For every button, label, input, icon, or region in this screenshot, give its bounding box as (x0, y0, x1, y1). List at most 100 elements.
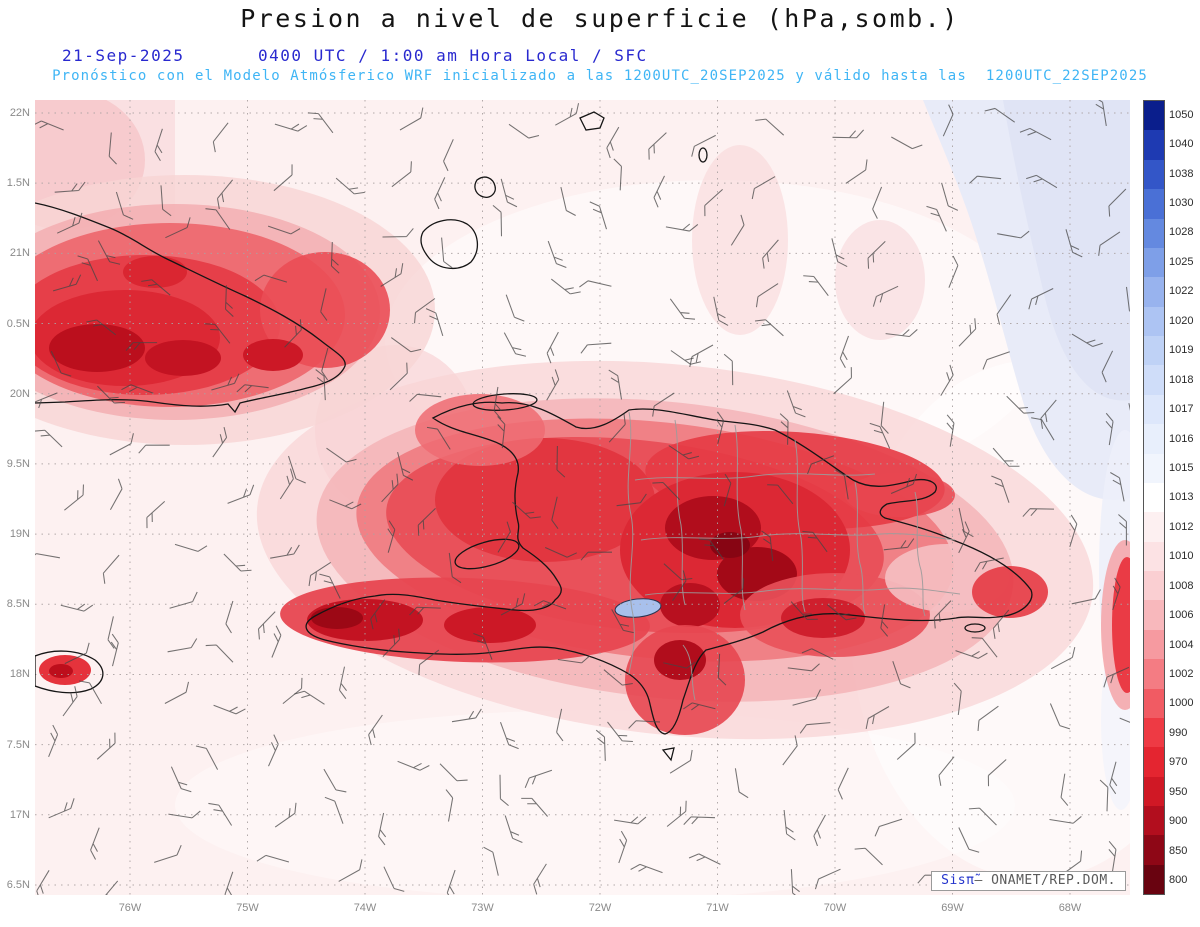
credit-org: – ONAMET/REP.DOM. (974, 873, 1116, 888)
colorbar-label: 950 (1169, 785, 1188, 798)
wind-barb-icon (268, 734, 279, 767)
colorbar-label: 1038 (1169, 167, 1194, 180)
wind-barb-icon (125, 342, 158, 351)
wind-barb-icon (216, 179, 234, 210)
wind-barb-icon (439, 763, 468, 782)
lat-tick-label: 20N (9, 387, 30, 400)
wind-barb-icon (446, 869, 456, 895)
wind-barb-icon (381, 473, 399, 503)
wind-barb-icon (107, 616, 115, 649)
wind-barb-icon (1006, 395, 1035, 414)
wind-barb-icon (869, 422, 891, 449)
lat-axis: 22N 1.5N 21N 0.5N 20N 9.5N 19N 8.5N 18N 7.5N 17N 6.… (0, 100, 33, 895)
colorbar-swatch (1144, 394, 1164, 425)
wind-barb-icon (608, 413, 626, 443)
wind-barb-icon (319, 573, 341, 599)
wind-barb-icon (115, 191, 134, 220)
wind-barb-icon (630, 863, 663, 874)
wind-barb-icon (890, 473, 918, 494)
wind-barb-icon (814, 868, 841, 890)
wind-barb-icon (987, 759, 1007, 787)
lon-tick-label: 73W (471, 902, 494, 914)
wind-barb-icon (512, 501, 541, 519)
colorbar-swatch (1144, 306, 1164, 336)
colorbar: 1050 1040 1038 1030 1028 1025 1022 1020 1019 1018… (1143, 100, 1193, 895)
lat-tick-label: 0.5N (6, 317, 30, 330)
wind-barb-icon (704, 189, 723, 217)
wind-barb-icon (1019, 127, 1052, 141)
wind-barb-icon (97, 385, 126, 404)
colorbar-label: 1010 (1169, 550, 1194, 563)
wind-barb-icon (382, 628, 401, 657)
wind-barb-icon (168, 810, 201, 819)
wind-barb-icon (560, 186, 576, 216)
wind-barb-icon (441, 237, 453, 269)
wind-barb-icon (761, 530, 774, 561)
wind-barb-icon (483, 846, 499, 876)
colorbar-swatch (1144, 101, 1164, 131)
wind-barb-icon (60, 603, 94, 612)
wind-barb-icon (1069, 514, 1078, 548)
wind-barb-icon (826, 604, 857, 621)
wind-barb-icon (896, 732, 916, 760)
wind-barb-icon (672, 570, 687, 601)
wind-barb-icon (338, 859, 363, 882)
wind-barb-icon (258, 611, 276, 640)
wind-barb-icon (716, 411, 725, 444)
wind-barb-icon (1099, 779, 1109, 812)
wind-barb-icon (109, 433, 134, 456)
colorbar-swatch (1144, 336, 1164, 366)
wind-barb-icon (1031, 417, 1055, 441)
jamaica-coastline (35, 650, 104, 694)
wind-barb-icon (958, 827, 980, 853)
wind-barb-icon (992, 447, 1020, 467)
wind-barb-icon (883, 538, 915, 551)
wind-barb-icon (874, 818, 903, 837)
colorbar-swatch (1144, 365, 1164, 395)
wind-barb-icon (974, 557, 1004, 573)
wind-barb-icon (434, 177, 446, 210)
wind-barb-icon (493, 386, 502, 420)
wind-barb-icon (473, 633, 493, 660)
province-borders (627, 411, 961, 701)
wind-barb-icon (368, 714, 383, 746)
wind-barb-icon (167, 638, 198, 653)
wind-barb-icon (762, 239, 779, 269)
lon-tick-label: 71W (706, 902, 729, 914)
wind-barb-icon (170, 766, 192, 793)
wind-barb-icon (1098, 231, 1121, 256)
wind-barb-icon (497, 521, 511, 553)
lat-tick-label: 22N (9, 107, 30, 119)
wind-barb-icon (839, 335, 849, 369)
colorbar-label: 1017 (1169, 403, 1194, 416)
wind-barb-icon (783, 809, 796, 841)
wind-barbs (35, 100, 1130, 895)
tortuga-island (472, 393, 538, 411)
wind-barb-icon (208, 802, 233, 826)
wind-barb-icon (790, 601, 818, 620)
wind-barb-icon (580, 551, 612, 561)
colorbar-swatch (1144, 688, 1164, 718)
wind-barb-icon (872, 186, 883, 219)
wind-barb-icon (556, 708, 564, 742)
wind-barb-icon (854, 847, 883, 866)
wind-barb-icon (284, 319, 302, 348)
wind-barb-icon (767, 484, 794, 505)
wind-barb-icon (267, 225, 301, 235)
wind-barb-icon (551, 496, 559, 530)
wind-barb-icon (755, 283, 779, 308)
wind-barb-icon (399, 107, 424, 131)
wind-barb-icon (160, 185, 172, 217)
wind-barb-icon (723, 473, 732, 507)
wind-barb-icon (110, 633, 119, 667)
wind-barb-icon (500, 593, 526, 616)
wind-barb-icon (213, 704, 246, 715)
wind-barb-icon (652, 392, 675, 417)
wind-barb-icon (1060, 773, 1069, 806)
wind-barb-icon (451, 708, 482, 723)
wind-barb-icon (723, 578, 745, 605)
wind-barb-icon (387, 520, 396, 553)
wind-barb-icon (279, 468, 294, 500)
wind-barb-icon (521, 797, 548, 817)
